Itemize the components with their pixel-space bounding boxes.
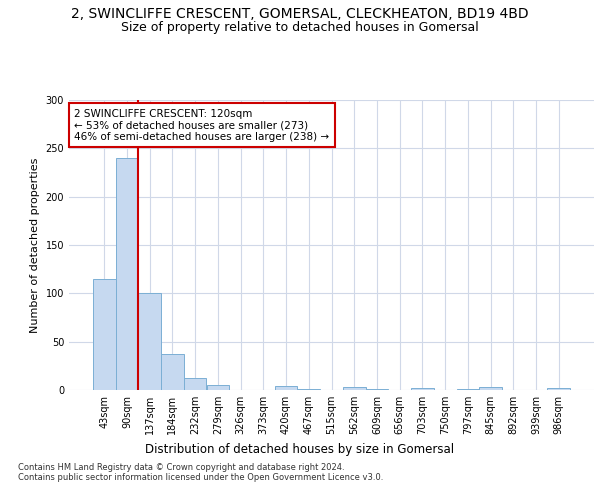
Bar: [184, 378, 206, 390]
Bar: [116, 158, 139, 390]
Text: 2 SWINCLIFFE CRESCENT: 120sqm
← 53% of detached houses are smaller (273)
46% of : 2 SWINCLIFFE CRESCENT: 120sqm ← 53% of d…: [74, 108, 329, 142]
Bar: [93, 279, 116, 390]
Bar: [161, 354, 184, 390]
Bar: [298, 389, 320, 390]
Y-axis label: Number of detached properties: Number of detached properties: [30, 158, 40, 332]
Bar: [411, 388, 434, 390]
Bar: [139, 294, 161, 390]
Text: Distribution of detached houses by size in Gomersal: Distribution of detached houses by size …: [145, 442, 455, 456]
Bar: [365, 389, 388, 390]
Text: Contains HM Land Registry data © Crown copyright and database right 2024.
Contai: Contains HM Land Registry data © Crown c…: [18, 462, 383, 482]
Bar: [547, 388, 570, 390]
Bar: [343, 387, 365, 390]
Bar: [479, 387, 502, 390]
Bar: [275, 386, 298, 390]
Bar: [206, 385, 229, 390]
Bar: [457, 389, 479, 390]
Text: Size of property relative to detached houses in Gomersal: Size of property relative to detached ho…: [121, 21, 479, 34]
Text: 2, SWINCLIFFE CRESCENT, GOMERSAL, CLECKHEATON, BD19 4BD: 2, SWINCLIFFE CRESCENT, GOMERSAL, CLECKH…: [71, 8, 529, 22]
